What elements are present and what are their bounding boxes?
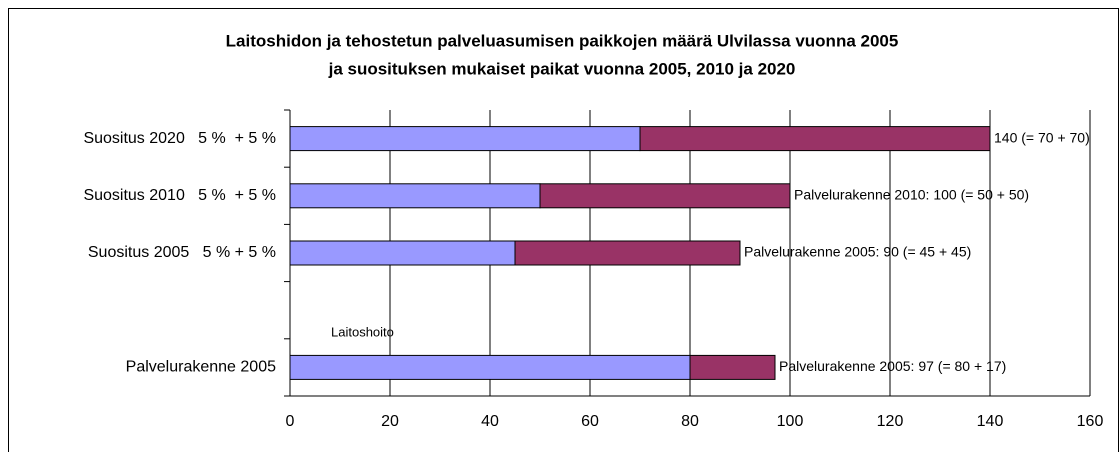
bar-segment — [289, 126, 641, 152]
bar-segment — [689, 354, 776, 380]
bar-segment — [289, 240, 516, 266]
x-tick-label: 140 — [977, 413, 1004, 430]
bar-label: Palvelurakenne 2010: 100 (= 50 + 50) — [794, 187, 1029, 203]
x-tick-label: 0 — [286, 413, 295, 430]
bar-segment — [289, 183, 541, 209]
y-tick-label: Suositus 2020 5 % + 5 % — [83, 130, 276, 147]
chart-title: ja suosituksen mukaiset paikat vuonna 20… — [328, 59, 796, 78]
x-tick-label: 120 — [877, 413, 904, 430]
x-tick-label: 160 — [1077, 413, 1104, 430]
x-tick-label: 40 — [481, 413, 499, 430]
bar-segment — [639, 126, 991, 152]
bar-label: Palvelurakenne 2005: 97 (= 80 + 17) — [779, 358, 1006, 374]
chart-title: Laitoshidon ja tehostetun palveluasumise… — [226, 31, 899, 50]
annotation: Laitoshoito — [331, 324, 394, 339]
bar-label: Palvelurakenne 2005: 90 (= 45 + 45) — [744, 244, 971, 260]
bar-label: 140 (= 70 + 70) — [994, 129, 1090, 145]
x-tick-label: 20 — [381, 413, 399, 430]
y-tick-label: Suositus 2005 5 % + 5 % — [88, 244, 276, 261]
y-tick-label: Suositus 2010 5 % + 5 % — [83, 187, 276, 204]
bar-segment — [514, 240, 741, 266]
x-tick-label: 80 — [681, 413, 699, 430]
bar-segment — [289, 354, 691, 380]
x-tick-label: 100 — [777, 413, 804, 430]
x-tick-label: 60 — [581, 413, 599, 430]
y-tick-label: Palvelurakenne 2005 — [126, 359, 276, 376]
bar-segment — [539, 183, 791, 209]
